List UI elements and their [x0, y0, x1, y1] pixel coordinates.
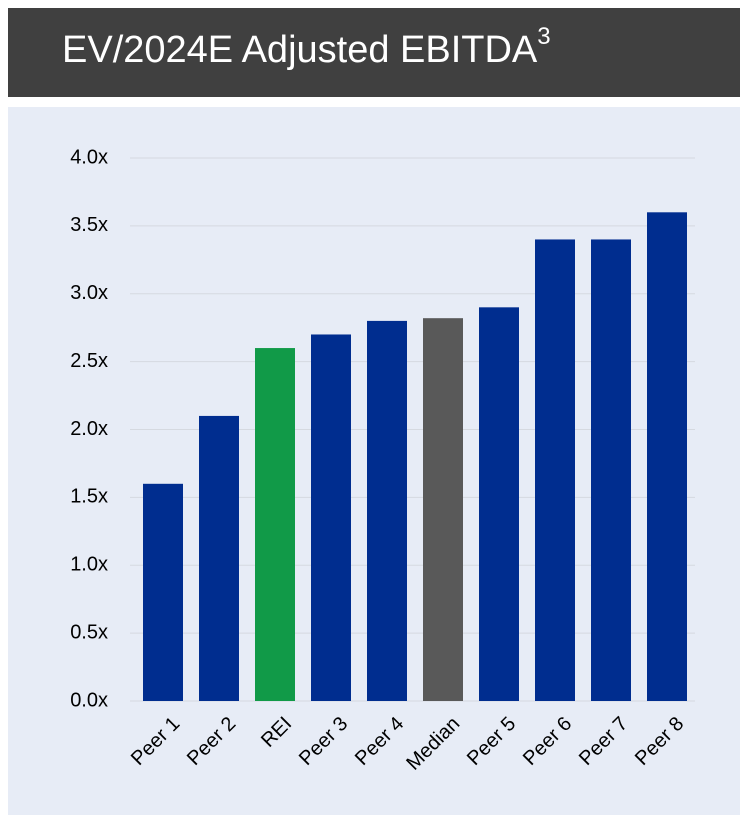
y-tick-label: 3.0x — [70, 282, 108, 304]
bar — [255, 348, 295, 701]
y-tick-label: 0.5x — [70, 621, 108, 643]
bar — [143, 483, 183, 701]
bar — [423, 318, 463, 701]
title-banner — [8, 8, 740, 97]
bar — [647, 212, 687, 702]
y-tick-label: 1.0x — [70, 554, 108, 576]
y-tick-label: 3.5x — [70, 214, 108, 236]
y-tick-label: 2.5x — [70, 350, 108, 372]
chart-title: EV/2024E Adjusted EBITDA3 — [62, 23, 551, 71]
bar — [199, 415, 239, 701]
bar — [367, 320, 407, 701]
bar — [535, 239, 575, 701]
bar — [591, 239, 631, 701]
y-tick-label: 4.0x — [70, 146, 108, 168]
y-tick-label: 2.0x — [70, 418, 108, 440]
bar — [311, 334, 351, 701]
y-tick-label: 0.0x — [70, 689, 108, 711]
bar — [479, 307, 519, 701]
y-tick-label: 1.5x — [70, 486, 108, 508]
